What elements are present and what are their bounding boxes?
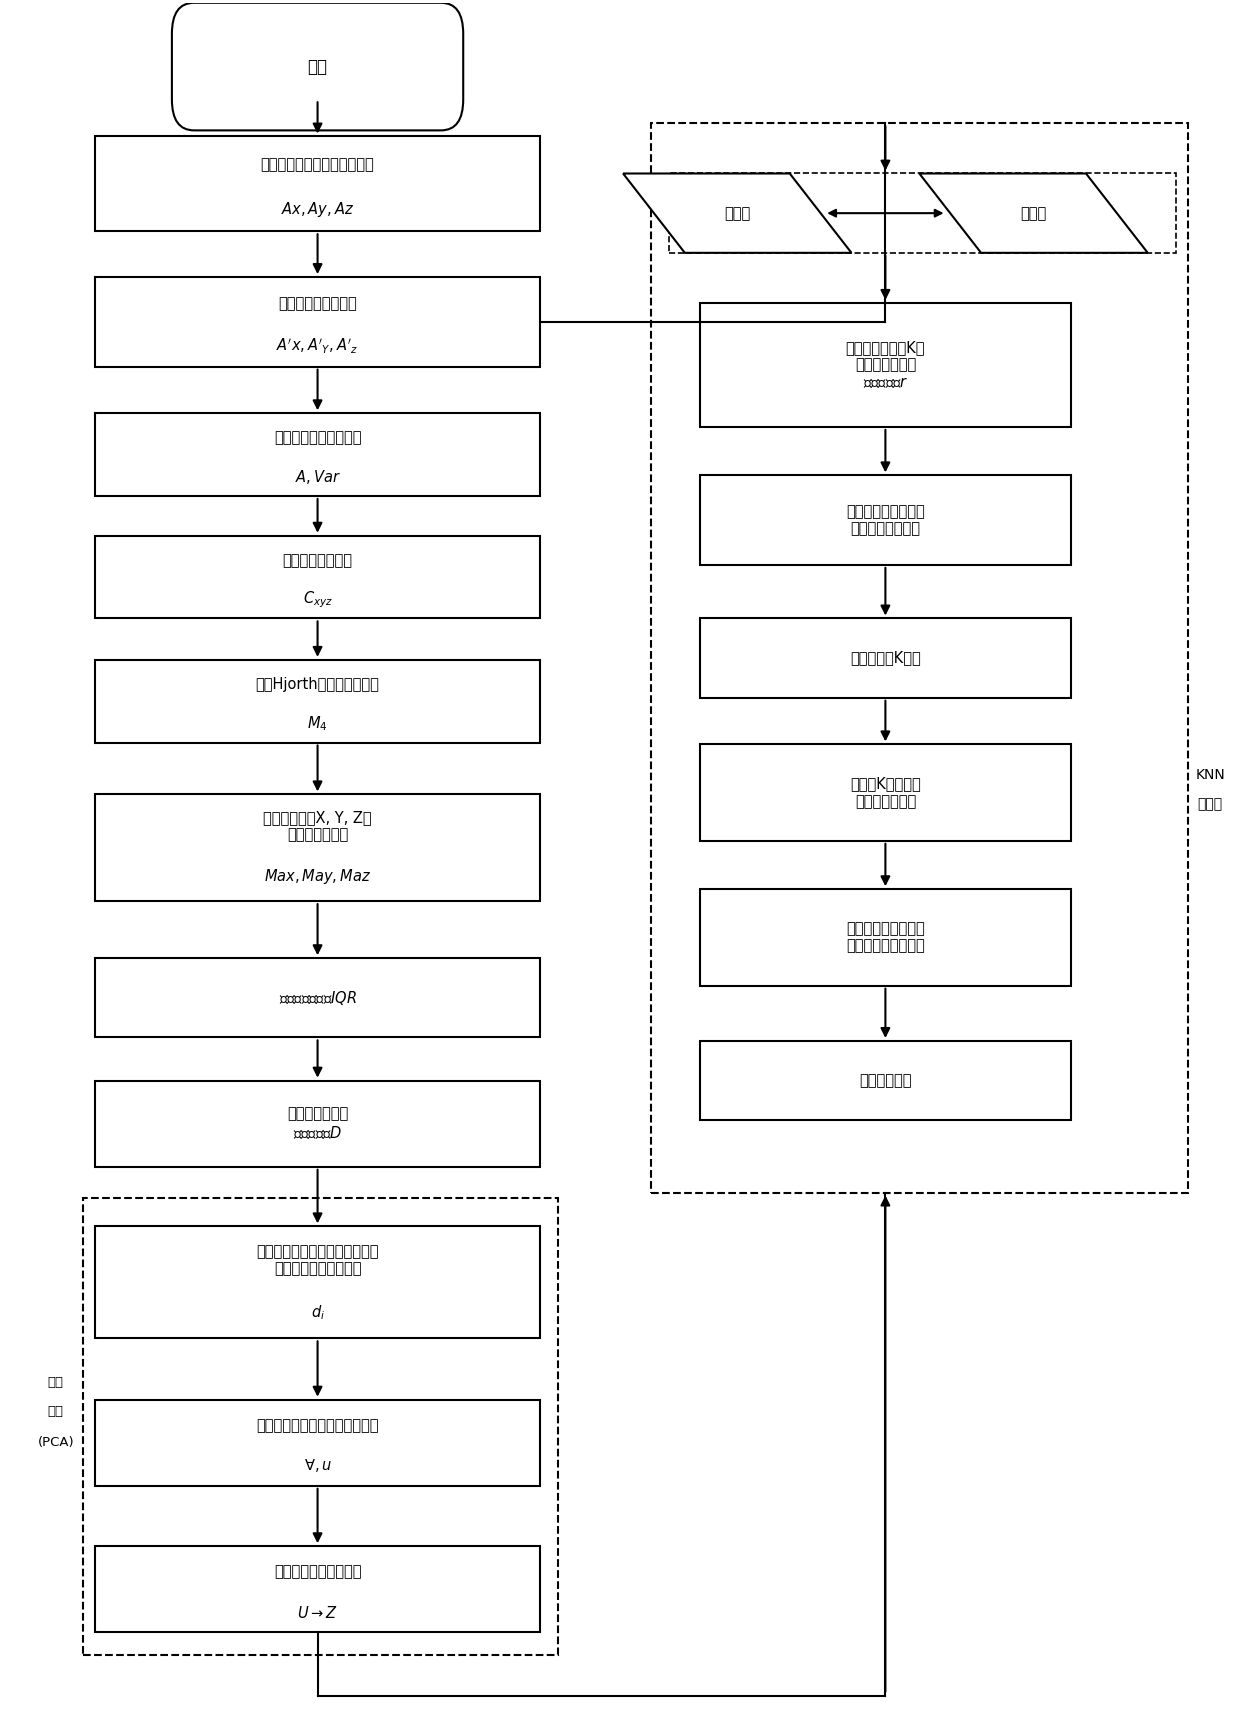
Bar [83,1197,558,1656]
Text: 组成加速度时域
特征矩阵：$\mathit{D}$: 组成加速度时域 特征矩阵：$\mathit{D}$ [286,1107,348,1140]
Text: 对特征矩阵的每一列特征向量进
行归一化和缩放得到：: 对特征矩阵的每一列特征向量进 行归一化和缩放得到： [257,1244,378,1277]
Text: 计算合计速度和方差：: 计算合计速度和方差： [274,431,361,446]
FancyBboxPatch shape [172,3,464,130]
Text: 确定前K个点所属
动作类别的频率: 确定前K个点所属 动作类别的频率 [851,777,921,808]
Text: $\mathit{Max, May, Maz}$: $\mathit{Max, May, Maz}$ [264,867,371,886]
Bar [95,1081,539,1166]
Bar [701,1041,1070,1121]
Bar [95,137,539,232]
Text: $\mathit{A, Var}$: $\mathit{A, Var}$ [295,467,341,486]
Text: 分类器: 分类器 [1198,798,1223,811]
Text: 测试集: 测试集 [1021,206,1047,221]
Text: 主成: 主成 [48,1375,63,1389]
Bar [701,303,1070,427]
Bar [670,173,1176,253]
Text: KNN: KNN [1195,768,1225,782]
Text: 将判定频率最高的动
作类别作为预测分类: 将判定频率最高的动 作类别作为预测分类 [846,922,925,953]
Text: 数据均值滤波预处理: 数据均值滤波预处理 [278,296,357,311]
Bar [651,123,1188,1192]
Text: 开始: 开始 [308,57,327,76]
Text: 计算加速度计X, Y, Z轴
加速度的极差：: 计算加速度计X, Y, Z轴 加速度的极差： [263,810,372,843]
Bar [95,794,539,901]
Text: $\mathit{U \rightarrow Z}$: $\mathit{U \rightarrow Z}$ [298,1604,339,1621]
Bar [95,659,539,742]
Bar [95,958,539,1038]
Text: $\mathit{A'x, A'_Y, A'_z}$: $\mathit{A'x, A'_Y, A'_z}$ [277,336,358,356]
Text: 训练集: 训练集 [724,206,750,221]
Text: 输出分类结果: 输出分类结果 [859,1073,911,1088]
Text: 分析: 分析 [48,1405,63,1419]
Bar [95,536,539,618]
Text: (PCA): (PCA) [37,1436,74,1450]
Bar [95,1547,539,1633]
Text: $\mathit{Ax, Ay, Az}$: $\mathit{Ax, Ay, Az}$ [281,201,355,220]
Bar [95,277,539,367]
Text: 对计算出的欧氏距离
从小到大进行排序: 对计算出的欧氏距离 从小到大进行排序 [846,503,925,536]
Text: $\mathit{M_4}$: $\mathit{M_4}$ [308,714,327,734]
Text: $\mathit{C_{xyz}}$: $\mathit{C_{xyz}}$ [303,590,332,609]
Text: 计算互相关系数：: 计算互相关系数： [283,554,352,567]
Bar [95,413,539,497]
Bar [701,744,1070,841]
Bar [95,1400,539,1486]
Bar [701,618,1070,697]
Bar [95,1227,539,1339]
Polygon shape [622,173,852,253]
Polygon shape [919,173,1148,253]
Text: 选取最小的K个点: 选取最小的K个点 [851,650,921,666]
Bar [701,889,1070,986]
Text: $\mathit{d_i}$: $\mathit{d_i}$ [310,1303,325,1322]
Text: 对特征矩阵进行降维：: 对特征矩阵进行降维： [274,1564,361,1579]
Text: $\mathit{\forall, u}$: $\mathit{\forall, u}$ [304,1457,331,1474]
Text: 计算测试数据与K个
训练数据之间的
欧式距离：$\mathit{r}$: 计算测试数据与K个 训练数据之间的 欧式距离：$\mathit{r}$ [846,341,925,389]
Text: 计算四分位距：$\mathit{IQR}$: 计算四分位距：$\mathit{IQR}$ [279,990,357,1007]
Text: 计算协方差矩阵及其特征向量：: 计算协方差矩阵及其特征向量： [257,1419,378,1432]
Text: 采集人体腰部的加速度计数据: 采集人体腰部的加速度计数据 [260,157,374,173]
Bar [701,476,1070,566]
Text: 计算Hjorth参数中间变量：: 计算Hjorth参数中间变量： [255,676,379,692]
